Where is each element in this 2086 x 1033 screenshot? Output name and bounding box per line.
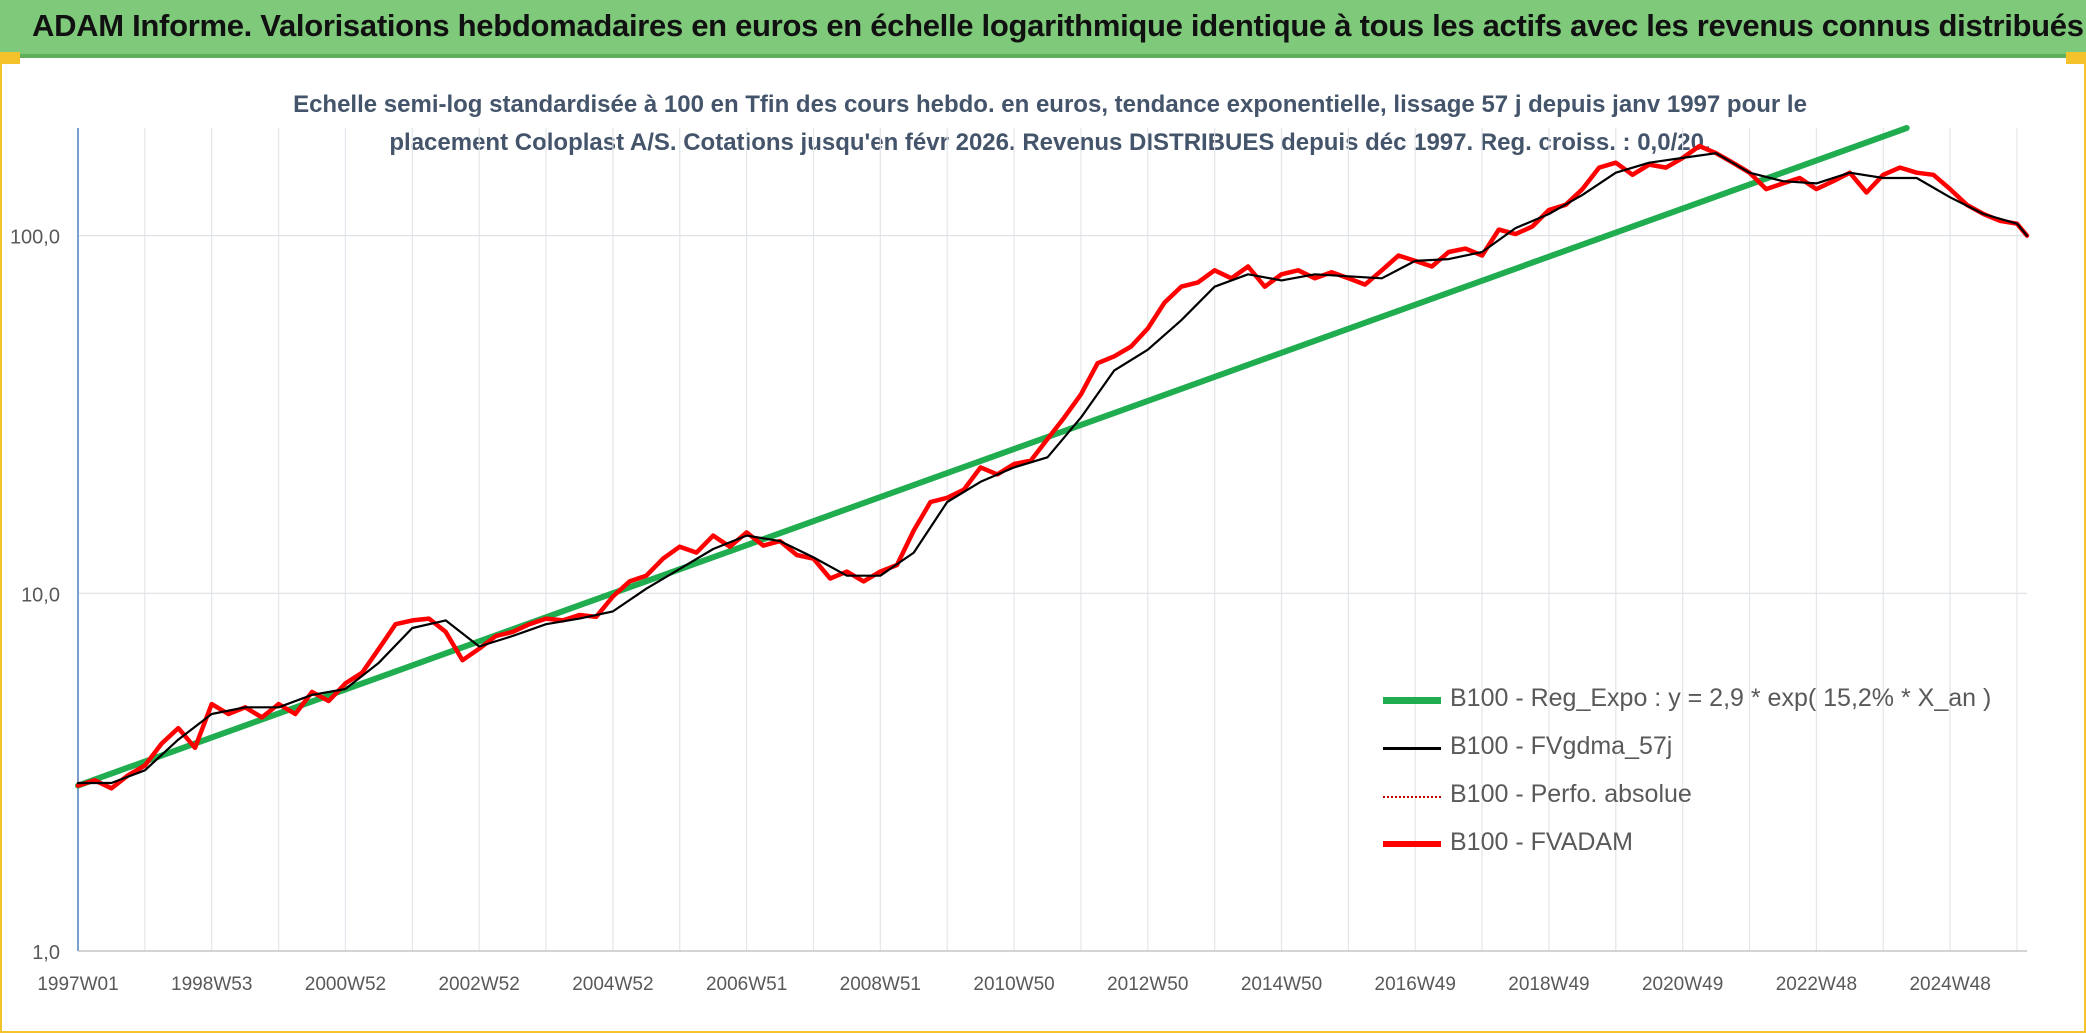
x-tick-label: 1997W01 <box>37 974 118 995</box>
corner-mark-left <box>0 52 20 64</box>
page-title: ADAM Informe. Valorisations hebdomadaire… <box>32 8 2084 43</box>
tick-label-layer: 1,0 10,0 100,0 1997W01 1998W53 2000W52 2002W52… <box>10 227 1991 995</box>
x-tick-label: 1998W53 <box>171 974 252 995</box>
y-tick-label: 100,0 <box>10 227 60 249</box>
legend-swatch-perfo <box>1383 796 1441 798</box>
chart-svg: 1,0 10,0 100,0 1997W01 1998W53 2000W52 2002W52… <box>10 125 2030 995</box>
axis-layer <box>77 128 2027 952</box>
grid-layer <box>77 128 2027 952</box>
legend-label-fvadam: B100 - FVADAM <box>1450 828 1633 856</box>
x-tick-label: 2022W48 <box>1776 974 1857 995</box>
chart-subtitle: Echelle semi-log standardisée à 100 en T… <box>170 86 1930 162</box>
series-layer <box>75 125 2030 791</box>
x-tick-label: 2024W48 <box>1909 974 1990 995</box>
legend-swatch-fvadam <box>1383 841 1441 847</box>
corner-mark-right <box>2066 52 2086 64</box>
y-tick-label: 10,0 <box>21 584 60 606</box>
x-tick-label: 2012W50 <box>1107 974 1188 995</box>
legend-label-perfo: B100 - Perfo. absolue <box>1450 780 1692 808</box>
x-tick-label: 2020W49 <box>1642 974 1723 995</box>
chart-subtitle-line-1: Echelle semi-log standardisée à 100 en T… <box>293 91 1807 118</box>
legend-swatch-fvgdma <box>1383 747 1441 750</box>
x-tick-label: 2000W52 <box>305 974 386 995</box>
x-tick-label: 2006W51 <box>706 974 787 995</box>
legend-label-fvgdma: B100 - FVgdma_57j <box>1450 732 1673 760</box>
series-line-0 <box>75 125 1910 789</box>
x-tick-label: 2014W50 <box>1241 974 1322 995</box>
y-tick-label: 1,0 <box>32 942 60 964</box>
x-tick-label: 2008W51 <box>840 974 921 995</box>
chart-subtitle-line-2: placement Coloplast A/S. Cotations jusqu… <box>389 129 1711 156</box>
series-line-3 <box>75 143 2030 791</box>
x-tick-label: 2010W50 <box>973 974 1054 995</box>
legend-swatch-reg-expo <box>1383 697 1441 704</box>
chart-area: Echelle semi-log standardisée à 100 en T… <box>0 60 2086 1033</box>
x-tick-label: 2002W52 <box>438 974 519 995</box>
series-line-1 <box>76 152 2029 785</box>
x-tick-label: 2004W52 <box>572 974 653 995</box>
x-tick-label: 2018W49 <box>1508 974 1589 995</box>
x-tick-label: 2016W49 <box>1375 974 1456 995</box>
legend-label-reg-expo: B100 - Reg_Expo : y = 2,9 * exp( 15,2% *… <box>1450 684 1992 712</box>
header-bar: ADAM Informe. Valorisations hebdomadaire… <box>0 0 2086 58</box>
